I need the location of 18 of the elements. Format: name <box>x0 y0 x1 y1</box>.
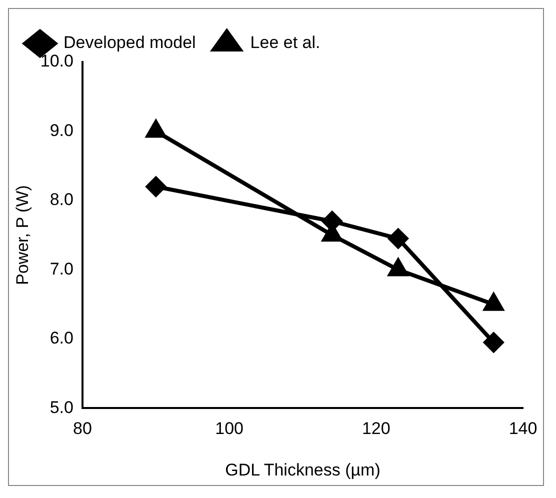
y-tick-label: 7.0 <box>50 259 74 278</box>
y-tick-label: 10.0 <box>40 52 74 71</box>
x-tick-label: 80 <box>73 419 92 438</box>
y-tick-label: 6.0 <box>50 328 74 348</box>
legend-label: Developed model <box>64 33 196 52</box>
legend-label: Lee et al. <box>250 33 320 52</box>
y-tick-label: 9.0 <box>50 120 74 140</box>
y-tick-label: 8.0 <box>50 190 74 210</box>
y-axis-title: Power, P (W) <box>12 185 32 286</box>
y-tick-label: 5.0 <box>50 398 74 417</box>
x-tick-label: 100 <box>215 419 244 438</box>
x-tick-label: 140 <box>508 419 538 438</box>
point <box>146 120 166 138</box>
x-axis-title: GDL Thickness (µm) <box>225 460 380 480</box>
x-tick-label: 120 <box>362 419 390 438</box>
point <box>484 332 504 352</box>
point <box>388 258 408 276</box>
point <box>388 228 408 249</box>
